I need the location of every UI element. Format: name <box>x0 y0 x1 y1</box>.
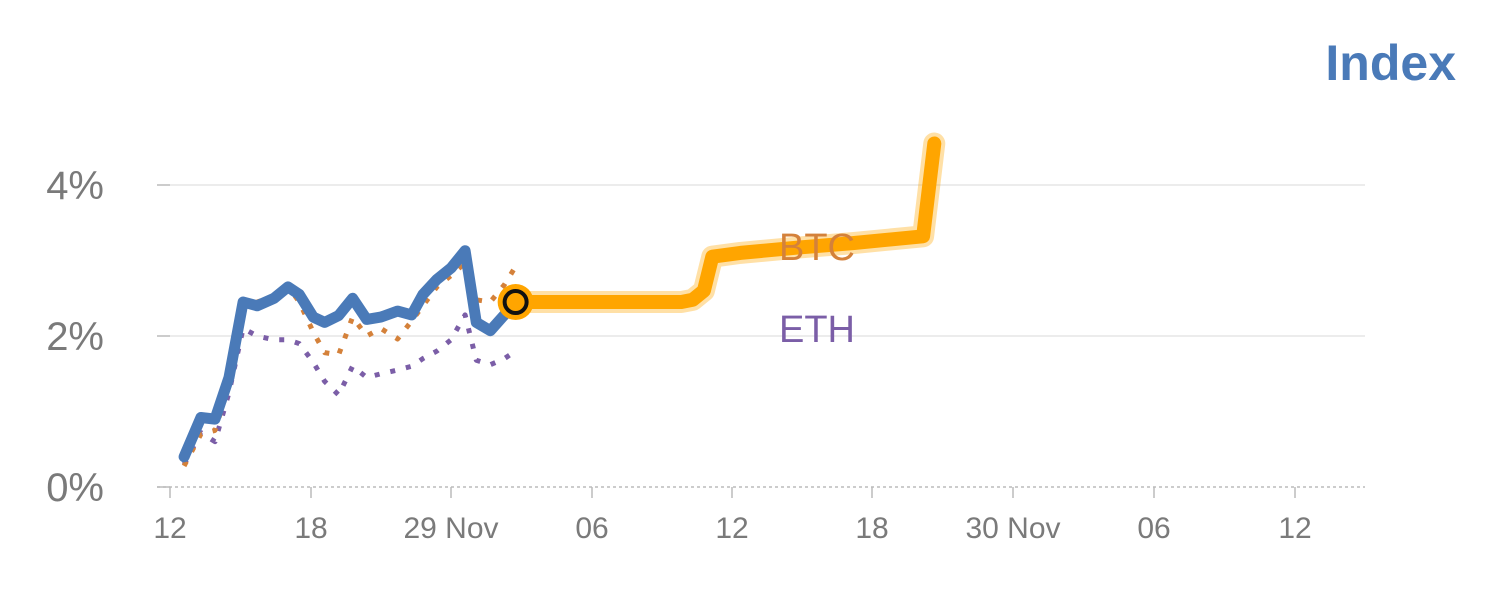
x-tick-label: 29 Nov <box>403 512 498 545</box>
x-tick-label: 12 <box>1278 512 1311 545</box>
x-tick-label: 12 <box>715 512 748 545</box>
y-tick-label: 4% <box>46 164 104 208</box>
marker-layer <box>497 284 534 321</box>
btc-series-label: BTC <box>779 227 855 269</box>
x-tick-label: 06 <box>575 512 608 545</box>
current-value-marker <box>502 289 529 316</box>
highlight-line <box>508 136 942 309</box>
index-series-line <box>178 245 522 463</box>
axis-layer: 0% 2% 4% 12 18 29 Nov 06 12 18 30 Nov 06 12 <box>46 164 1365 545</box>
chart-title: Index <box>1325 35 1456 91</box>
series-layer <box>178 132 946 468</box>
y-tick-label: 2% <box>46 315 104 359</box>
eth-series-line <box>181 312 517 466</box>
x-tick-label: 18 <box>855 512 888 545</box>
x-tick-label: 12 <box>153 512 186 545</box>
highlight-line-glow <box>504 132 946 313</box>
x-tick-label: 30 Nov <box>965 512 1060 545</box>
x-tick-label: 06 <box>1137 512 1170 545</box>
y-tick-label: 0% <box>46 466 104 510</box>
x-tick-label: 18 <box>294 512 327 545</box>
eth-series-label: ETH <box>779 309 855 351</box>
